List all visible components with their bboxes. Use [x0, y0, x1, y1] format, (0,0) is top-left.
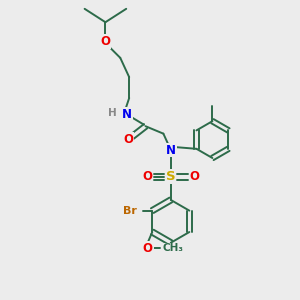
Text: N: N	[122, 108, 132, 121]
Text: O: O	[100, 35, 110, 48]
Text: O: O	[143, 242, 153, 255]
Text: H: H	[109, 108, 117, 118]
Text: O: O	[190, 170, 200, 183]
Text: CH₃: CH₃	[163, 243, 184, 254]
Text: Br: Br	[123, 206, 137, 216]
Text: O: O	[142, 170, 152, 183]
Text: S: S	[166, 170, 175, 183]
Text: O: O	[124, 133, 134, 146]
Text: N: N	[166, 143, 176, 157]
